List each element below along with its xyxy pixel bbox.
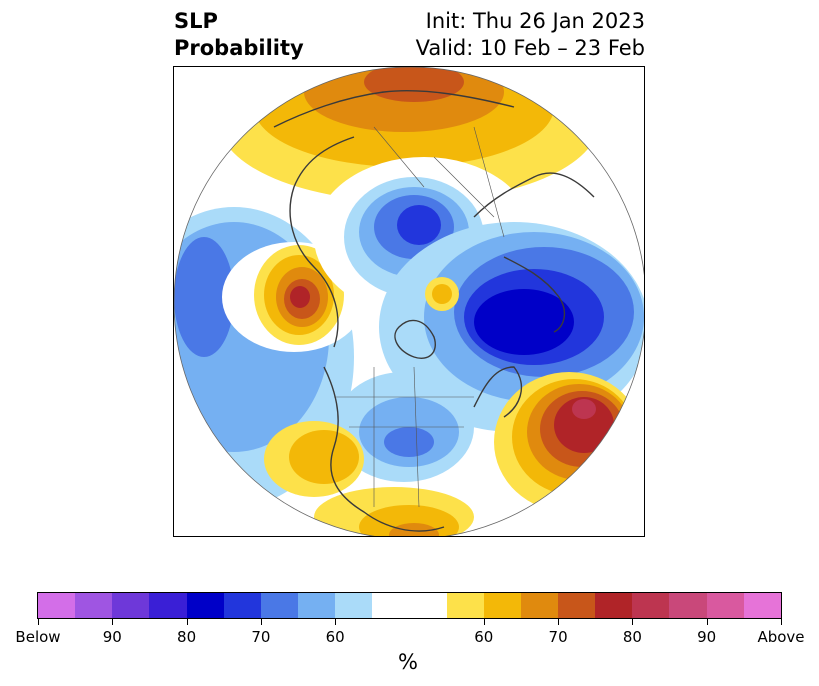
north-america-below-70 xyxy=(384,427,434,457)
colorbar-units-label: % xyxy=(398,650,418,674)
colorbar-tick xyxy=(558,619,560,625)
alaska-above-80 xyxy=(290,286,310,308)
colorbar-tick-label: Above xyxy=(757,628,805,646)
colorbar-tick xyxy=(186,619,188,625)
valid-range: Valid: 10 Feb – 23 Feb xyxy=(415,36,645,60)
probability-map xyxy=(173,66,645,537)
colorbar-segment xyxy=(446,593,484,618)
colorbar-segment xyxy=(409,593,447,618)
colorbar-tick xyxy=(335,619,337,625)
atlantic-below-80 xyxy=(474,289,574,355)
title-line-1: SLP xyxy=(174,9,218,33)
colorbar-segment xyxy=(520,593,558,618)
colorbar-segment xyxy=(372,593,410,618)
colorbar-segment xyxy=(483,593,521,618)
colorbar-segment xyxy=(557,593,596,618)
colorbar-segment xyxy=(669,593,707,618)
colorbar-tick-label: 90 xyxy=(697,628,717,646)
colorbar-segment xyxy=(260,593,298,618)
map-svg xyxy=(174,67,644,536)
colorbar-tick-label: Below xyxy=(15,628,61,646)
colorbar-segment xyxy=(186,593,224,618)
colorbar-tick-label: 80 xyxy=(177,628,197,646)
colorbar-tick-label: 60 xyxy=(474,628,494,646)
colorbar-segment xyxy=(75,593,113,618)
subtropical-atlantic-above-85 xyxy=(572,399,596,419)
greenland-above-65 xyxy=(432,284,452,304)
colorbar-segment xyxy=(335,593,373,618)
coastlines xyxy=(273,89,595,532)
colorbar-tick-label: 60 xyxy=(325,628,345,646)
colorbar-tick-label: 70 xyxy=(251,628,271,646)
colorbar-tick xyxy=(112,619,114,625)
colorbar-tick-label: 90 xyxy=(102,628,122,646)
colorbar-tick-label: 80 xyxy=(622,628,642,646)
colorbar-tick xyxy=(706,619,708,625)
init-date: Init: Thu 26 Jan 2023 xyxy=(425,9,645,33)
colorbar-segment xyxy=(297,593,336,618)
colorbar-tick xyxy=(260,619,262,625)
valid-period: Init: Thu 26 Jan 2023 Valid: 10 Feb – 23… xyxy=(416,8,645,62)
colorbar xyxy=(37,592,782,619)
colorbar-tick xyxy=(483,619,485,625)
colorbar-segment xyxy=(743,593,781,618)
colorbar-segment xyxy=(149,593,187,618)
siberia-below-75 xyxy=(397,205,441,245)
title-line-2: Probability xyxy=(174,36,304,60)
chart-title: SLP Probability xyxy=(174,8,304,62)
colorbar-segment xyxy=(112,593,150,618)
colorbar-segment xyxy=(595,593,633,618)
colorbar-tick xyxy=(632,619,634,625)
colorbar-segment xyxy=(632,593,670,618)
colorbar-tick-label: 70 xyxy=(548,628,568,646)
pacific-low-center xyxy=(174,237,234,357)
colorbar-segment xyxy=(706,593,744,618)
colorbar-tick xyxy=(38,619,39,625)
colorbar-tick xyxy=(781,619,782,625)
subtropical-atlantic-above-80 xyxy=(554,397,614,453)
country-borders xyxy=(334,126,505,508)
southwest-us-above-65 xyxy=(289,430,359,484)
colorbar-segment xyxy=(223,593,261,618)
colorbar-segment xyxy=(38,593,76,618)
